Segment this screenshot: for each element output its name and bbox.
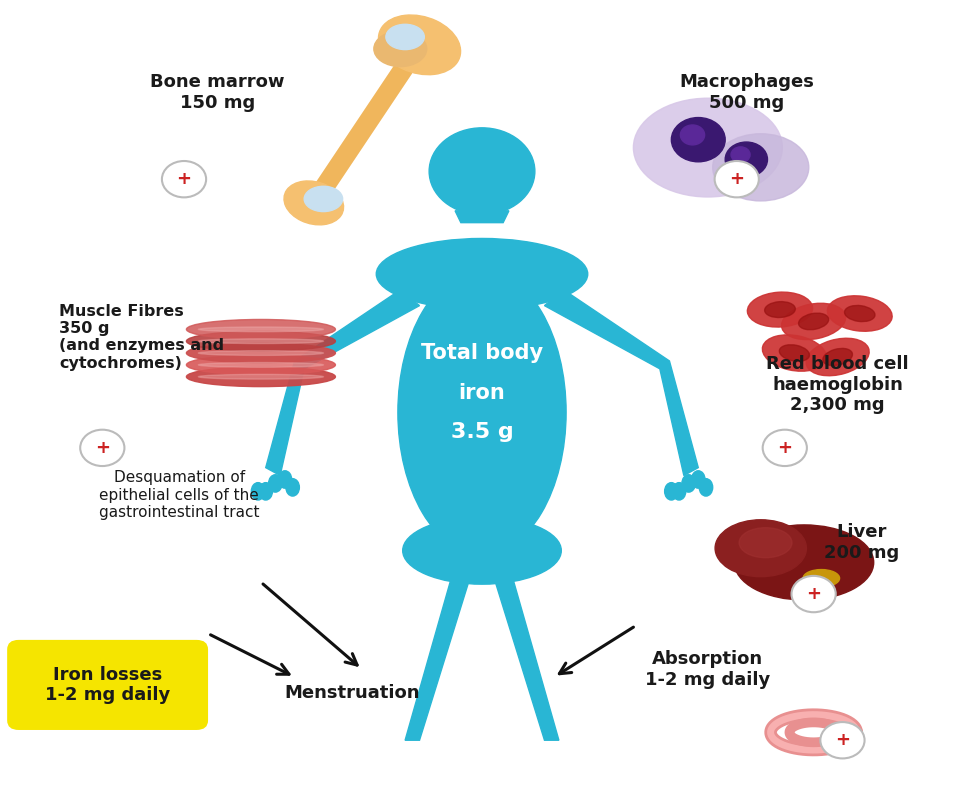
Ellipse shape	[305, 186, 342, 212]
Ellipse shape	[823, 348, 852, 366]
Ellipse shape	[199, 351, 323, 355]
Circle shape	[681, 125, 705, 145]
Ellipse shape	[682, 475, 695, 492]
Ellipse shape	[386, 25, 424, 50]
Text: +: +	[806, 585, 821, 603]
Text: Desquamation of
epithelial cells of the
gastrointestinal tract: Desquamation of epithelial cells of the …	[99, 470, 259, 520]
Ellipse shape	[199, 374, 323, 379]
Ellipse shape	[199, 362, 323, 367]
Ellipse shape	[376, 239, 588, 309]
Ellipse shape	[844, 305, 875, 322]
Ellipse shape	[672, 483, 685, 500]
Text: Macrophages
500 mg: Macrophages 500 mg	[679, 73, 814, 112]
Ellipse shape	[827, 296, 892, 331]
Polygon shape	[455, 211, 509, 223]
Text: +: +	[835, 731, 850, 749]
Ellipse shape	[664, 483, 678, 500]
Polygon shape	[405, 554, 477, 740]
Text: Iron losses
1-2 mg daily: Iron losses 1-2 mg daily	[45, 665, 171, 704]
Text: Liver
200 mg: Liver 200 mg	[824, 523, 899, 562]
Circle shape	[671, 117, 725, 162]
Polygon shape	[487, 554, 559, 740]
Text: +: +	[176, 170, 192, 188]
Text: Muscle Fibres
350 g
(and enzymes and
cytochromes): Muscle Fibres 350 g (and enzymes and cyt…	[59, 304, 225, 371]
Ellipse shape	[186, 355, 335, 375]
Ellipse shape	[379, 15, 461, 75]
Ellipse shape	[735, 525, 873, 600]
Ellipse shape	[279, 471, 292, 488]
Ellipse shape	[806, 339, 870, 376]
Ellipse shape	[782, 303, 845, 339]
Ellipse shape	[633, 98, 783, 197]
Ellipse shape	[712, 134, 809, 201]
Ellipse shape	[739, 527, 792, 557]
Text: +: +	[94, 439, 110, 457]
Ellipse shape	[764, 301, 795, 317]
Ellipse shape	[747, 292, 813, 327]
Polygon shape	[545, 289, 698, 476]
Ellipse shape	[252, 483, 265, 500]
Ellipse shape	[186, 320, 335, 339]
FancyBboxPatch shape	[7, 640, 208, 730]
Ellipse shape	[186, 331, 335, 351]
Circle shape	[791, 576, 836, 612]
Ellipse shape	[691, 471, 705, 488]
Ellipse shape	[186, 343, 335, 363]
Ellipse shape	[374, 31, 427, 67]
Circle shape	[429, 128, 535, 215]
Ellipse shape	[259, 483, 273, 500]
Circle shape	[820, 722, 865, 758]
Ellipse shape	[803, 569, 840, 587]
Circle shape	[725, 142, 767, 177]
Ellipse shape	[199, 327, 323, 331]
Text: Total body: Total body	[421, 343, 543, 363]
Ellipse shape	[199, 339, 323, 343]
Ellipse shape	[286, 479, 300, 496]
Ellipse shape	[284, 181, 343, 225]
Text: +: +	[729, 170, 744, 188]
Text: iron: iron	[459, 382, 505, 403]
Ellipse shape	[779, 345, 810, 362]
Ellipse shape	[403, 517, 561, 584]
Circle shape	[162, 161, 206, 197]
Circle shape	[731, 147, 750, 163]
Text: 3.5 g: 3.5 g	[450, 422, 514, 442]
Circle shape	[714, 161, 759, 197]
Circle shape	[763, 430, 807, 466]
Text: Absorption
1-2 mg daily: Absorption 1-2 mg daily	[645, 649, 770, 688]
Ellipse shape	[763, 335, 826, 371]
Text: Red blood cell
haemoglobin
2,300 mg: Red blood cell haemoglobin 2,300 mg	[766, 354, 909, 415]
Text: +: +	[777, 439, 792, 457]
Ellipse shape	[798, 313, 829, 330]
Ellipse shape	[269, 475, 282, 492]
Ellipse shape	[186, 367, 335, 387]
Polygon shape	[266, 289, 419, 476]
Text: Menstruation: Menstruation	[284, 684, 420, 702]
Circle shape	[80, 430, 124, 466]
Ellipse shape	[398, 270, 566, 554]
Text: Bone marrow
150 mg: Bone marrow 150 mg	[150, 73, 285, 112]
Ellipse shape	[715, 519, 807, 577]
Ellipse shape	[699, 479, 712, 496]
